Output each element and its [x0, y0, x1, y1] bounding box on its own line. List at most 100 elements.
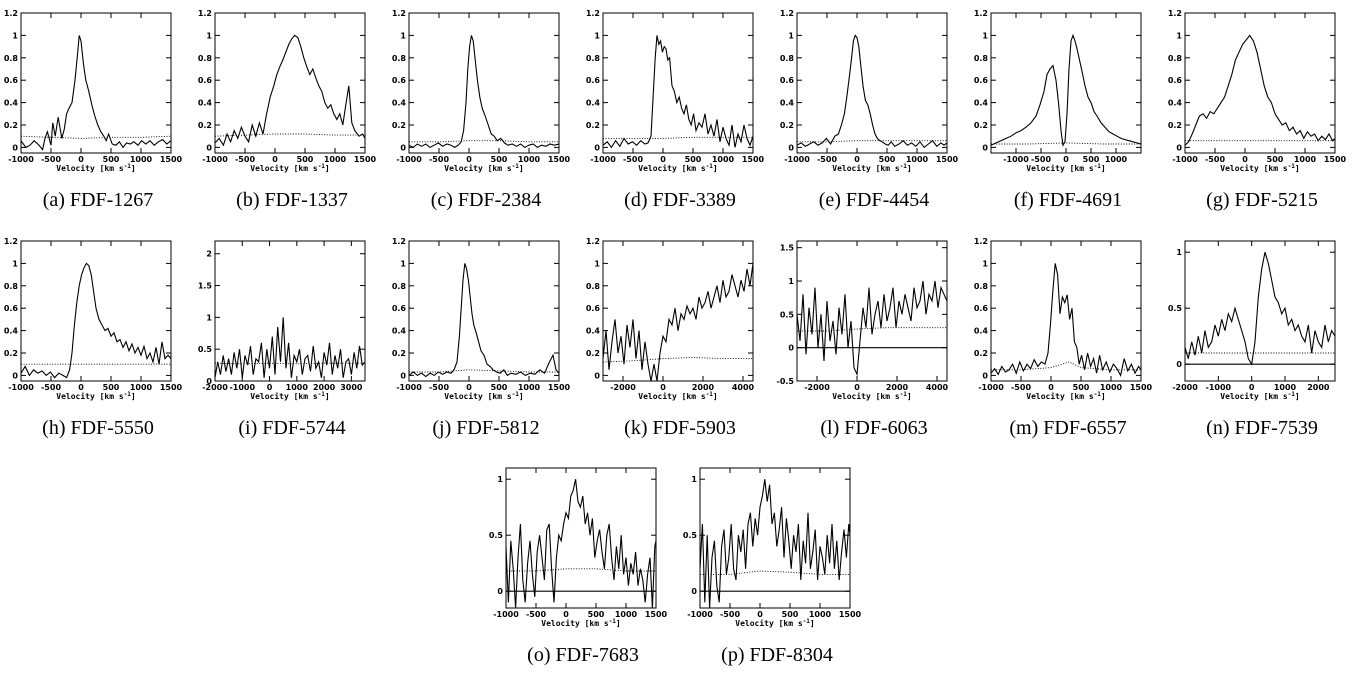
panel-15: -1000 -500 0 500 1000 1500 0 0.5 1 Velocity [km s…: [489, 461, 673, 676]
x-tick-label: 0: [563, 610, 569, 619]
chart-svg: -1000 -500 0 500 1000 1500 0 0.2 0.4 0.6 0.8 1 1.2 Ve…: [974, 237, 1153, 401]
panel-caption: (n) FDF-7539: [1206, 417, 1318, 439]
panel-caption: (l) FDF-6063: [820, 417, 928, 439]
y-tick-label: 0: [788, 344, 794, 353]
x-tick-label: 1000: [324, 155, 347, 164]
plot-frame: [796, 12, 948, 154]
y-tick-label: 0.8: [974, 282, 989, 291]
x-tick-label: -2000: [202, 383, 228, 392]
x-tick-label: 2000: [313, 383, 336, 392]
plot-frame: [990, 240, 1142, 382]
spectrum-line: [21, 262, 171, 379]
noise-line: [991, 361, 1141, 371]
panel-caption: (i) FDF-5744: [238, 417, 346, 439]
panel-5: -1000 -500 0 500 1000 1500 0 0.2 0.4 0.6 0.8 1 1.2 Ve…: [780, 6, 964, 221]
spectrum-line: [506, 479, 656, 608]
plot-frame: [602, 12, 754, 154]
x-axis-label: Velocity [km s-1]: [735, 618, 815, 628]
x-tick-label: -500: [623, 155, 643, 164]
panel-caption: (a) FDF-1267: [42, 189, 154, 211]
y-tick-label: 0.6: [780, 76, 795, 85]
y-tick-label: 0: [1176, 143, 1182, 152]
x-tick-label: 0: [660, 155, 666, 164]
y-tick-label: 0.2: [974, 121, 988, 130]
y-tick-label: 1: [788, 31, 794, 40]
panel-caption: (o) FDF-7683: [527, 644, 639, 666]
x-tick-label: -500: [1205, 155, 1225, 164]
spectrum-line: [700, 479, 850, 608]
y-tick-label: 0.6: [1168, 76, 1183, 85]
x-tick-label: 4000: [926, 383, 949, 392]
x-tick-label: 500: [103, 155, 120, 164]
panel-caption: (f) FDF-4691: [1013, 189, 1123, 211]
x-axis-label: Velocity [km s-1]: [541, 618, 621, 628]
y-tick-label: 0: [497, 587, 503, 596]
y-tick-label: 0: [982, 143, 988, 152]
panel-13: -1000 -500 0 500 1000 1500 0 0.2 0.4 0.6 0.8 1 1.2 Ve…: [974, 234, 1158, 449]
y-tick-label: 1: [982, 259, 988, 268]
y-tick-label: 0.8: [4, 282, 19, 291]
x-tick-label: 1000: [809, 610, 832, 619]
panel-caption: (p) FDF-8304: [721, 644, 833, 666]
panel-caption: (g) FDF-5215: [1206, 189, 1318, 211]
x-tick-label: -1000: [978, 383, 1004, 392]
x-tick-label: -1000: [493, 610, 519, 619]
spectrum-line: [215, 34, 365, 147]
noise-line: [797, 327, 947, 332]
chart-svg: -1000 -500 0 500 1000 1500 0 0.2 0.4 0.6 0.8 1 1.2 Ve…: [392, 9, 571, 173]
y-tick-label: 0.8: [974, 54, 989, 63]
x-tick-label: 500: [491, 155, 508, 164]
spectrum-line: [409, 35, 559, 149]
spectrum-line: [409, 263, 559, 378]
y-tick-label: 1: [691, 475, 697, 484]
panel-9: -2000 -1000 0 1000 2000 3000 0 0.5 1 1.5 2 Velocity…: [198, 234, 382, 449]
panel-16: -1000 -500 0 500 1000 1500 0 0.5 1 Velocity [km s…: [683, 461, 867, 676]
noise-line: [991, 142, 1141, 145]
panel-3: -1000 -500 0 500 1000 1500 0 0.2 0.4 0.6 0.8 1 1.2 Ve…: [392, 6, 576, 221]
panel-caption: (m) FDF-6557: [1009, 417, 1127, 439]
x-tick-label: -500: [429, 383, 449, 392]
y-tick-label: 0: [594, 371, 600, 380]
noise-line: [409, 140, 559, 143]
y-tick-label: 1.2: [974, 9, 988, 18]
x-tick-label: 1500: [645, 610, 668, 619]
plot-frame: [505, 467, 657, 609]
x-tick-label: 3000: [340, 383, 363, 392]
x-tick-label: 500: [297, 155, 314, 164]
noise-line: [700, 570, 850, 575]
y-tick-label: 0.2: [392, 121, 406, 130]
x-axis-label: Velocity [km s-1]: [444, 163, 524, 173]
panel-caption: (e) FDF-4454: [818, 189, 930, 211]
x-tick-label: 2000: [886, 383, 909, 392]
x-tick-label: -1000: [590, 155, 616, 164]
spectrum-line: [797, 280, 947, 377]
panel-caption: (d) FDF-3389: [624, 189, 736, 211]
spectrum-line: [991, 263, 1141, 377]
x-tick-label: 4000: [732, 383, 755, 392]
x-tick-label: 1000: [615, 610, 638, 619]
chart-svg: -1000 -500 0 500 1000 1500 0 0.2 0.4 0.6 0.8 1 1.2 Ve…: [780, 9, 959, 173]
x-axis-label: Velocity [km s-1]: [56, 163, 136, 173]
panel-caption: (h) FDF-5550: [42, 417, 154, 439]
y-tick-label: 1: [594, 259, 600, 268]
x-tick-label: -1000: [8, 155, 34, 164]
x-tick-label: 1000: [286, 383, 309, 392]
x-tick-label: 1500: [548, 155, 571, 164]
y-tick-label: 0: [12, 143, 18, 152]
x-tick-label: 0: [1249, 383, 1255, 392]
x-tick-label: 0: [854, 155, 860, 164]
noise-line: [506, 568, 656, 572]
y-tick-label: 0.2: [4, 349, 18, 358]
x-tick-label: 1500: [936, 155, 959, 164]
y-tick-label: 0.2: [586, 349, 600, 358]
y-tick-label: 1.2: [392, 9, 406, 18]
x-tick-label: -1000: [202, 155, 228, 164]
x-tick-label: 2000: [1307, 383, 1330, 392]
y-tick-label: 1.2: [392, 237, 406, 246]
x-tick-label: -1000: [396, 155, 422, 164]
plot-frame: [1184, 12, 1336, 154]
y-tick-label: 2: [206, 250, 212, 259]
x-axis-label: Velocity [km s-1]: [832, 163, 912, 173]
plot-frame: [408, 12, 560, 154]
panel-10: -1000 -500 0 500 1000 1500 0 0.2 0.4 0.6 0.8 1 1.2 Ve…: [392, 234, 576, 449]
